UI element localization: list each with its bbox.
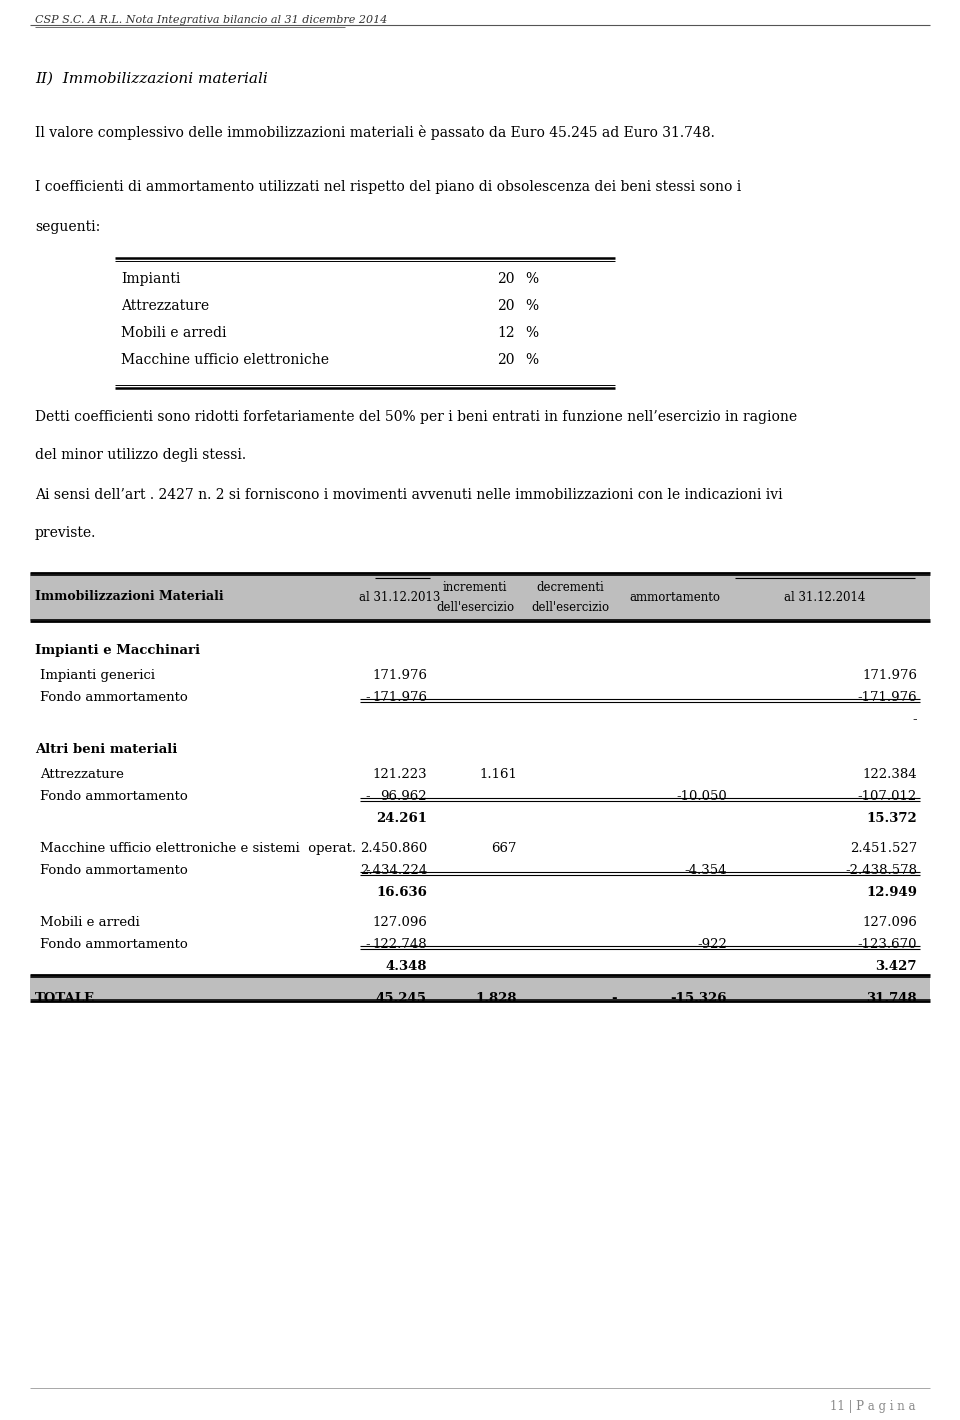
Text: -922: -922 [697, 939, 727, 951]
Text: 20: 20 [497, 273, 515, 285]
Text: 171.976: 171.976 [862, 669, 917, 682]
Text: 122.384: 122.384 [862, 768, 917, 781]
Text: -15.326: -15.326 [670, 993, 727, 1005]
Text: 122.748: 122.748 [372, 939, 427, 951]
Text: Detti coefficienti sono ridotti forfetariamente del 50% per i beni entrati in fu: Detti coefficienti sono ridotti forfetar… [35, 410, 797, 425]
Text: %: % [525, 273, 539, 285]
Text: Fondo ammortamento: Fondo ammortamento [40, 863, 188, 878]
Text: 16.636: 16.636 [376, 886, 427, 899]
Text: previste.: previste. [35, 525, 96, 540]
Text: -123.670: -123.670 [857, 939, 917, 951]
Text: -2.438.578: -2.438.578 [845, 863, 917, 878]
Text: incrementi: incrementi [443, 581, 507, 594]
Text: Fondo ammortamento: Fondo ammortamento [40, 939, 188, 951]
Text: -10.050: -10.050 [676, 790, 727, 802]
Text: 2.434.224: 2.434.224 [360, 863, 427, 878]
Text: %: % [525, 354, 539, 366]
Text: -: - [912, 713, 917, 726]
Text: 171.976: 171.976 [372, 669, 427, 682]
Text: Altri beni materiali: Altri beni materiali [35, 743, 178, 755]
Text: 667: 667 [492, 842, 517, 855]
Text: 24.261: 24.261 [376, 812, 427, 825]
Text: Immobilizzazioni Materiali: Immobilizzazioni Materiali [35, 589, 224, 604]
Text: -171.976: -171.976 [857, 692, 917, 704]
Text: dell'esercizio: dell'esercizio [436, 601, 514, 613]
Text: 15.372: 15.372 [866, 812, 917, 825]
Text: al 31.12.2014: al 31.12.2014 [784, 591, 866, 604]
Text: Attrezzature: Attrezzature [40, 768, 124, 781]
Text: 171.976: 171.976 [372, 692, 427, 704]
Text: Impianti generici: Impianti generici [40, 669, 155, 682]
Text: Ai sensi dell’art . 2427 n. 2 si forniscono i movimenti avvenuti nelle immobiliz: Ai sensi dell’art . 2427 n. 2 si fornisc… [35, 488, 782, 503]
Text: 1.828: 1.828 [475, 993, 517, 1005]
Text: 12: 12 [497, 327, 515, 339]
Text: 45.245: 45.245 [376, 993, 427, 1005]
Text: -107.012: -107.012 [857, 790, 917, 802]
Text: -: - [612, 993, 617, 1005]
Text: Fondo ammortamento: Fondo ammortamento [40, 790, 188, 802]
Text: 127.096: 127.096 [862, 916, 917, 929]
Text: 127.096: 127.096 [372, 916, 427, 929]
Text: -4.354: -4.354 [684, 863, 727, 878]
Text: Mobili e arredi: Mobili e arredi [121, 327, 227, 339]
Text: ammortamento: ammortamento [630, 591, 721, 604]
Text: del minor utilizzo degli stessi.: del minor utilizzo degli stessi. [35, 447, 246, 462]
Text: -: - [366, 692, 370, 704]
Text: decrementi: decrementi [536, 581, 604, 594]
Bar [30, 574, 930, 621]
Text: 121.223: 121.223 [372, 768, 427, 781]
Text: dell'esercizio: dell'esercizio [531, 601, 609, 613]
Text: 2.451.527: 2.451.527 [850, 842, 917, 855]
Text: Impianti e Macchinari: Impianti e Macchinari [35, 645, 200, 657]
Text: II)  Immobilizzazioni materiali: II) Immobilizzazioni materiali [35, 72, 268, 87]
Text: seguenti:: seguenti: [35, 220, 100, 234]
Text: %: % [525, 327, 539, 339]
Text: Macchine ufficio elettroniche e sistemi  operat.: Macchine ufficio elettroniche e sistemi … [40, 842, 356, 855]
Text: 4.348: 4.348 [386, 960, 427, 973]
Text: Macchine ufficio elettroniche: Macchine ufficio elettroniche [121, 354, 329, 366]
Text: CSP S.C. A R.L. Nota Integrativa bilancio al 31 dicembre 2014: CSP S.C. A R.L. Nota Integrativa bilanci… [35, 16, 388, 26]
Text: 11 | P a g i n a: 11 | P a g i n a [830, 1400, 916, 1413]
Text: 12.949: 12.949 [866, 886, 917, 899]
Text: Impianti: Impianti [121, 273, 180, 285]
Text: -: - [366, 939, 370, 951]
Text: 20: 20 [497, 300, 515, 312]
Text: %: % [525, 300, 539, 312]
Text: 31.748: 31.748 [866, 993, 917, 1005]
Text: 20: 20 [497, 354, 515, 366]
Text: 2.450.860: 2.450.860 [360, 842, 427, 855]
Bar [30, 976, 930, 1000]
Text: Mobili e arredi: Mobili e arredi [40, 916, 140, 929]
Text: 96.962: 96.962 [380, 790, 427, 802]
Text: Attrezzature: Attrezzature [121, 300, 209, 312]
Text: 3.427: 3.427 [876, 960, 917, 973]
Text: Fondo ammortamento: Fondo ammortamento [40, 692, 188, 704]
Text: Il valore complessivo delle immobilizzazioni materiali è passato da Euro 45.245 : Il valore complessivo delle immobilizzaz… [35, 125, 715, 141]
Text: I coefficienti di ammortamento utilizzati nel rispetto del piano di obsolescenza: I coefficienti di ammortamento utilizzat… [35, 180, 741, 195]
Text: -: - [366, 790, 370, 802]
Text: -: - [366, 863, 370, 878]
Text: TOTALE: TOTALE [35, 993, 95, 1005]
Text: al 31.12.2013: al 31.12.2013 [359, 591, 441, 604]
Text: 1.161: 1.161 [479, 768, 517, 781]
